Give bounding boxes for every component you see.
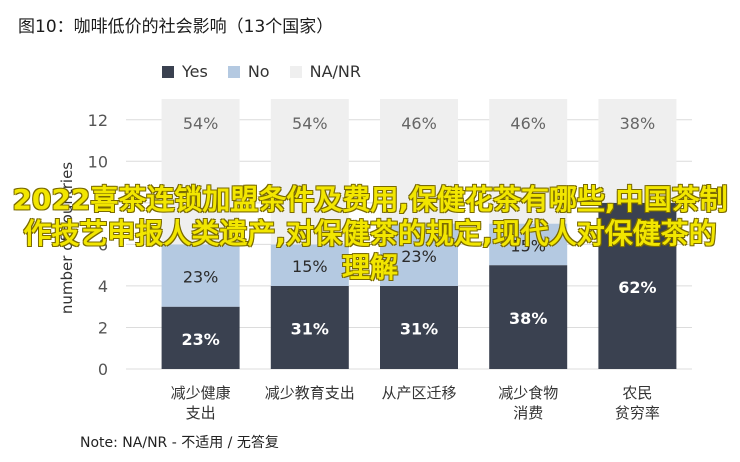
legend-label-na: NA/NR	[309, 62, 361, 81]
x-tick-label: 减少教育支出	[265, 384, 355, 402]
y-tick-label: 0	[98, 360, 108, 379]
bar-segment-no	[380, 223, 458, 286]
bar-data-label: 46%	[401, 114, 437, 133]
bar-segment-yes	[161, 306, 240, 369]
y-tick-label: 4	[98, 277, 108, 296]
x-tick-label: 贫穷率	[615, 404, 660, 422]
bar-segment-na-nr	[489, 99, 568, 224]
bar-segment-yes	[380, 285, 458, 369]
chart-title: 图10：咖啡低价的社会影响（13个国家）	[18, 17, 334, 37]
x-tick-label: 支出	[186, 404, 216, 422]
bar-segment-na-nr	[380, 99, 458, 224]
legend-label-no: No	[247, 62, 270, 81]
bar-segment-na-nr	[161, 99, 240, 245]
chart-legend: Yes No NA/NR	[162, 62, 381, 81]
legend-swatch-na	[289, 65, 302, 78]
x-tick-label: 农民	[622, 384, 652, 402]
legend-swatch-no	[227, 65, 240, 78]
bar-segment-no	[489, 223, 568, 266]
legend-item-na: NA/NR	[289, 62, 361, 81]
y-tick-label: 2	[98, 318, 108, 337]
legend-item-no: No	[227, 62, 270, 81]
y-tick-label: 6	[98, 235, 108, 254]
bar-data-label: 54%	[292, 114, 328, 133]
x-tick-label: 减少食物	[498, 384, 558, 402]
x-tick-label: 减少健康	[171, 384, 231, 402]
bar-segment-na-nr	[270, 99, 349, 245]
y-tick-label: 12	[88, 111, 108, 130]
bar-data-label: 15%	[510, 236, 546, 255]
bar-data-label: 62%	[618, 278, 656, 297]
y-tick-label: 8	[98, 194, 108, 213]
bar-data-label: 38%	[620, 114, 656, 133]
bar-segment-no	[161, 244, 240, 307]
bar-segment-yes	[270, 285, 349, 369]
bar-data-label: 46%	[510, 114, 546, 133]
watermark-overlay-text: 2022喜茶连锁加盟条件及费用,保健花茶有哪些,中国茶制作技艺申报人类遗产,对保…	[12, 183, 728, 284]
y-tick-label: 10	[88, 152, 108, 171]
x-tick-label: 从产区迁移	[381, 384, 456, 402]
bar-segment-yes	[489, 265, 568, 369]
bar-segment-no	[270, 244, 349, 286]
bar-segment-yes	[598, 202, 677, 369]
bar-data-label: 23%	[183, 268, 219, 287]
legend-item-yes: Yes	[162, 62, 208, 81]
y-axis-title: number of countries	[58, 162, 76, 314]
bar-data-label: 15%	[292, 257, 328, 276]
bar-segment-na-nr	[598, 99, 677, 203]
bar-data-label: 23%	[401, 247, 437, 266]
x-tick-label: 消费	[513, 404, 543, 422]
chart-note: Note: NA/NR - 不适用 / 无答复	[80, 435, 279, 451]
bar-data-label: 54%	[183, 114, 219, 133]
bar-data-label: 23%	[181, 330, 219, 349]
legend-label-yes: Yes	[182, 62, 208, 81]
bar-data-label: 31%	[400, 319, 438, 338]
bar-data-label: 31%	[291, 319, 329, 338]
legend-swatch-yes	[162, 65, 174, 78]
bar-data-label: 38%	[509, 309, 547, 328]
